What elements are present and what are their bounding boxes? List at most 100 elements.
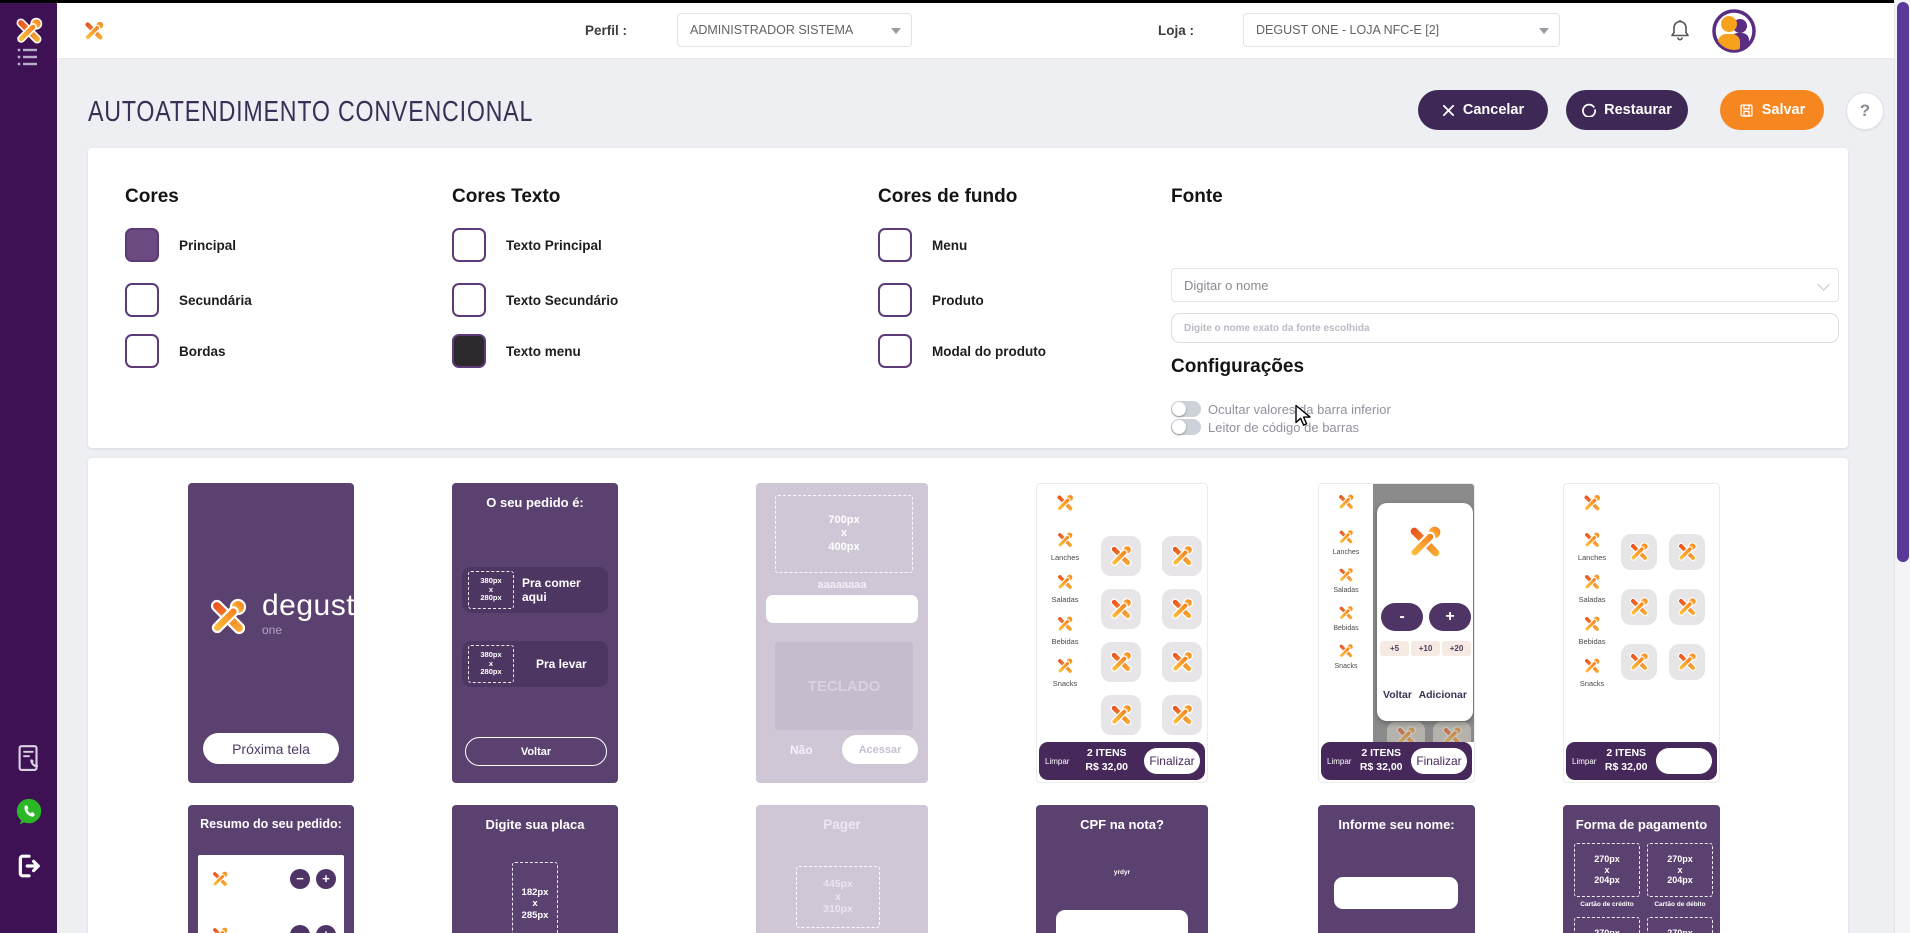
category-icon <box>1053 612 1077 636</box>
finish-button: Finalizar <box>1411 748 1467 774</box>
modal-add-button: Adicionar <box>1418 689 1467 701</box>
page-title: AUTOATENDIMENTO CONVENCIONAL <box>88 96 534 128</box>
increase-qty-button: + <box>316 869 336 889</box>
product-tile <box>1669 589 1705 625</box>
product-image <box>1673 538 1701 566</box>
product-image <box>1673 593 1701 621</box>
toggle-hide-bottom-bar[interactable] <box>1171 401 1201 417</box>
category-icon <box>1335 526 1357 548</box>
preview-payment-screen: Forma de pagamento 270px x 204px 270px x 204… <box>1563 805 1720 933</box>
save-button[interactable]: Salvar <box>1720 90 1824 130</box>
category-label: Bebidas <box>1578 637 1606 646</box>
category-rail: Lanches Saladas Bebidas Snacks <box>1039 490 1091 696</box>
screen-title: Forma de pagamento <box>1575 817 1708 832</box>
font-select-placeholder: Digitar o nome <box>1184 277 1269 293</box>
product-tile <box>1162 536 1202 576</box>
save-label: Salvar <box>1761 102 1806 118</box>
category-icon <box>1053 528 1077 552</box>
take-away-button: 380px x 280px Pra levar <box>462 641 608 687</box>
section-title: Cores Texto <box>452 186 561 207</box>
color-swatch-secundaria[interactable] <box>125 283 159 317</box>
help-button[interactable]: ? <box>1846 92 1884 130</box>
brand-logo-icon <box>79 16 109 46</box>
swatch-label: Texto Secundário <box>506 292 619 308</box>
header: Perfil : ADMINISTRADOR SISTEMA Loja : DE… <box>57 3 1910 59</box>
color-swatch-produto[interactable] <box>878 283 912 317</box>
category-label: Lanches <box>1577 553 1607 562</box>
user-avatar[interactable] <box>1712 9 1756 53</box>
chevron-down-icon <box>1817 278 1830 291</box>
color-swatch-bordas[interactable] <box>125 334 159 368</box>
config-card: Cores Principal Secundária Bordas Cores … <box>88 148 1848 448</box>
product-tile <box>1162 695 1202 735</box>
minus-button: - <box>1381 603 1423 631</box>
font-section: Fonte Digitar o nome Configurações Ocult… <box>1171 186 1839 435</box>
preview-menu-screen: Lanches Saladas Bebidas Snacks Limpar <box>1036 483 1208 783</box>
color-swatch-menu[interactable] <box>878 228 912 262</box>
whatsapp-icon[interactable] <box>14 797 44 827</box>
color-swatch-modal-produto[interactable] <box>878 334 912 368</box>
color-swatch-principal[interactable] <box>125 228 159 262</box>
screen-title: O seu pedido é: <box>486 495 584 510</box>
image-placeholder: 700px x 400px <box>775 495 913 573</box>
product-tile <box>1621 589 1657 625</box>
font-exact-name-input[interactable] <box>1171 313 1839 343</box>
restore-label: Restaurar <box>1604 102 1672 118</box>
cart-bar: Limpar 2 ITENS R$ 32,00 Finalizar <box>1039 742 1205 780</box>
color-swatch-texto-menu[interactable] <box>452 334 486 368</box>
product-tile <box>1162 642 1202 682</box>
qty-chip: +5 <box>1380 641 1409 656</box>
category-rail: Lanches Saladas Bebidas Snacks <box>1321 490 1371 678</box>
screen-title: Resumo do seu pedido: <box>200 817 342 831</box>
loja-select[interactable]: DEGUST ONE - LOJA NFC-E [2] <box>1243 13 1560 47</box>
product-image <box>1166 646 1198 678</box>
category-rail: Lanches Saladas Bebidas Snacks <box>1566 490 1618 696</box>
perfil-select[interactable]: ADMINISTRADOR SISTEMA <box>677 13 912 47</box>
cart-summary: 2 ITENS R$ 32,00 <box>1604 747 1648 773</box>
category-label: Saladas <box>1578 595 1606 604</box>
support-notes-icon[interactable] <box>14 743 44 773</box>
chevron-down-icon <box>891 28 901 34</box>
toggle-barcode-reader[interactable] <box>1171 419 1201 435</box>
product-tile <box>1101 695 1141 735</box>
bg-colors-section: Cores de fundo Menu Produto Modal do pro… <box>878 186 1178 368</box>
decrease-qty-button: − <box>290 925 310 933</box>
category-label: Snacks <box>1579 679 1605 688</box>
toggle-label: Leitor de código de barras <box>1208 419 1360 435</box>
product-modal: - + +5 +10 +20 Voltar Adicionar <box>1377 503 1473 721</box>
color-swatch-texto-principal[interactable] <box>452 228 486 262</box>
category-label: Bebidas <box>1051 637 1079 646</box>
sidebar <box>0 3 57 933</box>
color-swatch-texto-secundario[interactable] <box>452 283 486 317</box>
product-image <box>208 867 232 891</box>
preview-plate-screen: Digite sua placa 182px x 285px <box>452 805 618 933</box>
product-grid <box>1101 536 1202 735</box>
brand-logo-icon <box>10 12 48 50</box>
payment-option-label: Cartão de crédito <box>1580 901 1634 908</box>
preview-keyboard-screen: 700px x 400px aaaaaaaa TECLADO Não Acessar <box>756 483 928 783</box>
decrease-qty-button: − <box>290 869 310 889</box>
product-grid <box>1621 534 1705 680</box>
preview-cpf-screen: CPF na nota? yrdyr <box>1036 805 1208 933</box>
product-image <box>1400 517 1450 567</box>
perfil-value: ADMINISTRADOR SISTEMA <box>690 23 854 37</box>
cancel-button[interactable]: Cancelar <box>1418 90 1548 130</box>
restore-button[interactable]: Restaurar <box>1566 90 1688 130</box>
category-icon <box>1335 640 1357 662</box>
product-tile <box>1621 644 1657 680</box>
font-name-select[interactable]: Digitar o nome <box>1171 268 1839 302</box>
logout-icon[interactable] <box>14 851 44 881</box>
swatch-label: Secundária <box>179 292 252 308</box>
notifications-bell-icon[interactable] <box>1668 18 1692 44</box>
menu-list-icon[interactable] <box>16 47 40 67</box>
brand-logo-icon <box>202 591 254 643</box>
cart-bar: Limpar 2 ITENS R$ 32,00 <box>1566 742 1717 780</box>
save-icon <box>1739 103 1754 118</box>
scrollbar-thumb[interactable] <box>1897 2 1909 562</box>
colors-section: Cores Principal Secundária Bordas <box>125 186 425 368</box>
image-placeholder: 380px x 280px <box>468 571 514 609</box>
swatch-label: Principal <box>179 237 237 253</box>
